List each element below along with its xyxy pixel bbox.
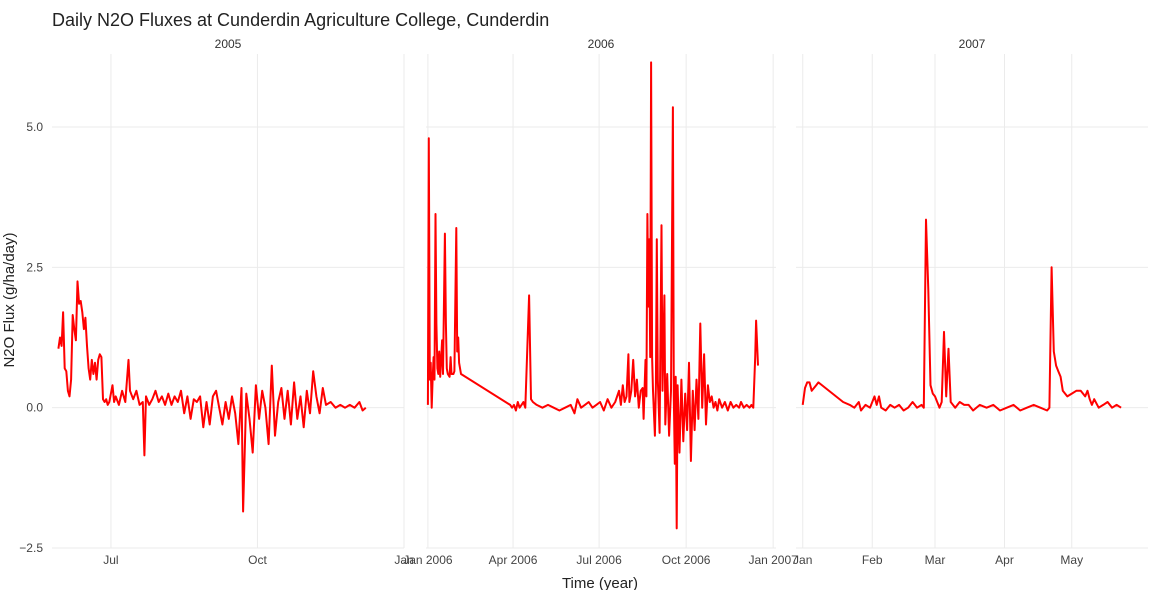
y-tick-label: 2.5 xyxy=(26,260,43,274)
chart-title: Daily N2O Fluxes at Cunderdin Agricultur… xyxy=(52,10,549,30)
y-tick-label: 5.0 xyxy=(26,120,43,134)
facet-panel-2006: Jan 2006 Apr 2006 Jul 2006 Oct 2006 Jan 2007… xyxy=(403,37,798,567)
x-tick-label: Apr 2006 xyxy=(489,553,538,567)
x-tick-label: Jan xyxy=(394,553,413,567)
x-tick-label: Oct 2006 xyxy=(662,553,711,567)
x-tick-label: Jul xyxy=(103,553,118,567)
x-tick-label: Apr xyxy=(995,553,1014,567)
x-tick-label: Jan 2006 xyxy=(403,553,453,567)
x-tick-label: Mar xyxy=(925,553,946,567)
n2o-flux-line-2006 xyxy=(426,61,759,530)
y-axis-title: N2O Flux (g/ha/day) xyxy=(1,232,18,367)
facet-panels: −2.5 0.0 2.5 5.0 Jul Oct Jan 2005 Jan 2006 Apr 20… xyxy=(19,37,1148,567)
x-tick-label: Feb xyxy=(862,553,883,567)
facet-strip-label: 2006 xyxy=(588,37,615,51)
n2o-flux-line-2005 xyxy=(57,280,367,513)
y-tick-label: 0.0 xyxy=(26,401,43,415)
n2o-flux-line-2007 xyxy=(801,218,1122,412)
facet-strip-label: 2007 xyxy=(959,37,986,51)
x-tick-label: May xyxy=(1060,553,1083,567)
facet-panel-2005: Jul Oct Jan 2005 xyxy=(52,37,414,567)
facet-strip-label: 2005 xyxy=(215,37,242,51)
x-tick-label: Jan xyxy=(793,553,812,567)
x-tick-label: Jul 2006 xyxy=(576,553,622,567)
x-tick-label: Oct xyxy=(248,553,267,567)
x-tick-label: Jan 2007 xyxy=(748,553,798,567)
facet-panel-2007: Jan Feb Mar Apr May 2007 xyxy=(793,37,1148,567)
y-tick-label: −2.5 xyxy=(19,541,43,555)
x-axis-title: Time (year) xyxy=(562,575,638,590)
